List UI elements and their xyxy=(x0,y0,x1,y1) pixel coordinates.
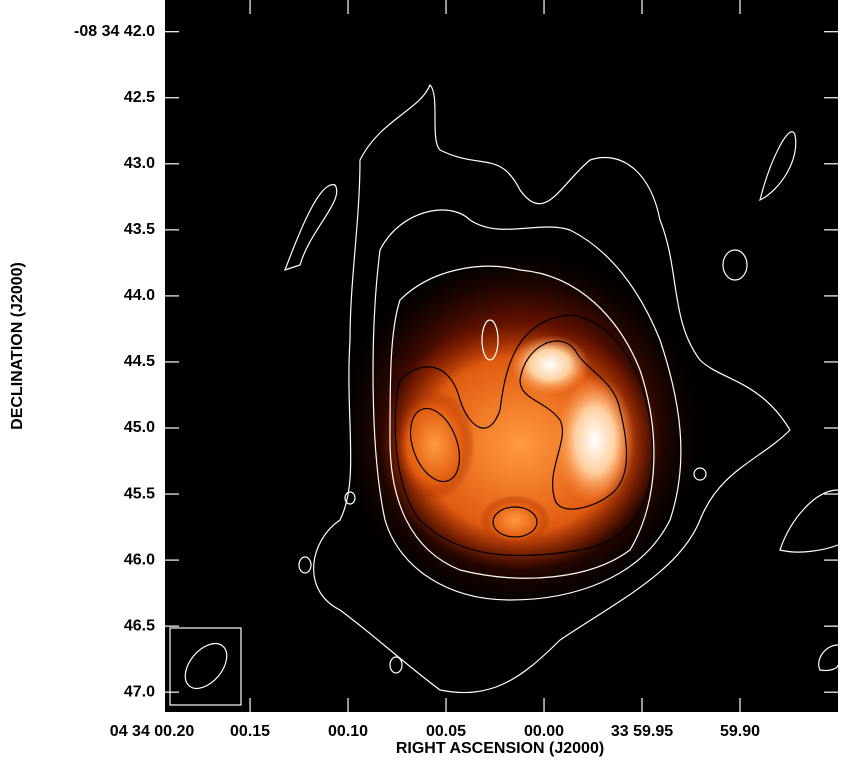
x-axis-label: RIGHT ASCENSION (J2000) xyxy=(396,740,604,757)
contours xyxy=(283,83,839,694)
y-tick-label: 44.5 xyxy=(124,353,155,370)
x-tick-label: 00.05 xyxy=(426,723,466,740)
y-tick-label: 43.5 xyxy=(124,221,155,238)
x-tick-label: 00.00 xyxy=(524,723,564,740)
x-tick-label: 33 59.95 xyxy=(611,723,673,740)
x-tick-label: 59.90 xyxy=(720,723,760,740)
x-tick-label: 04 34 00.20 xyxy=(110,723,195,740)
y-tick-label: 44.0 xyxy=(124,287,155,304)
y-axis-label: DECLINATION (J2000) xyxy=(9,262,26,430)
y-tick-label: 46.5 xyxy=(124,617,155,634)
y-tick-label: 46.0 xyxy=(124,551,155,568)
y-tick-label: 42.5 xyxy=(124,89,155,106)
y-tick-label: 45.0 xyxy=(124,419,155,436)
y-tick-label: 43.0 xyxy=(124,155,155,172)
x-tick-label: 00.10 xyxy=(328,723,368,740)
x-tick-label: 00.15 xyxy=(230,723,270,740)
y-tick-label: 47.0 xyxy=(124,683,155,700)
y-tick-label: -08 34 42.0 xyxy=(74,23,155,40)
beam xyxy=(169,627,242,706)
y-tick-label: 45.5 xyxy=(124,485,155,502)
